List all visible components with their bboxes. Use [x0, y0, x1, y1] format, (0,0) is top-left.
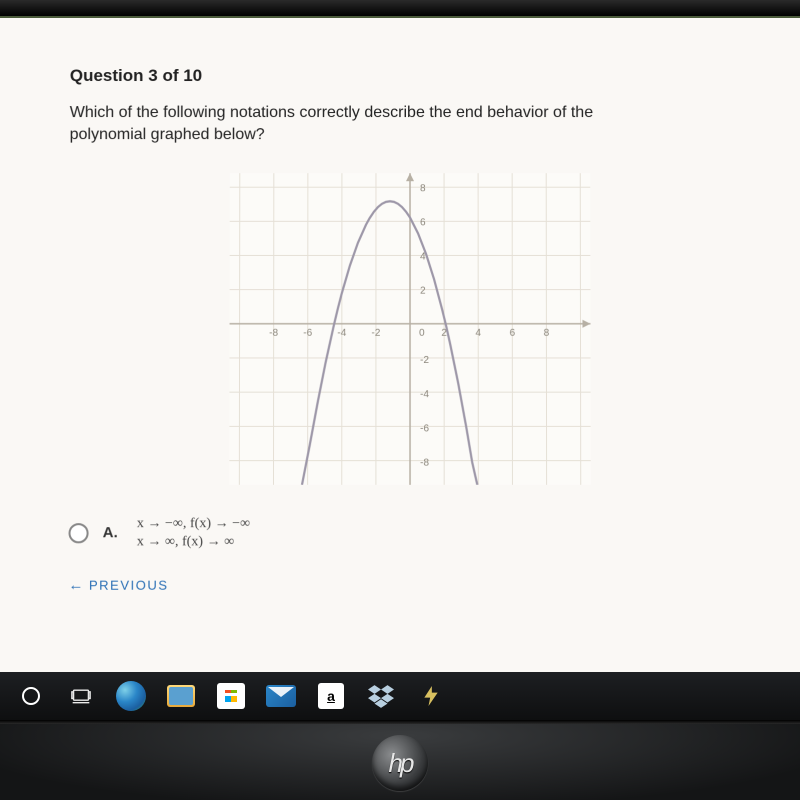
option-a[interactable]: A. x → −∞, f(x) → −∞ x → ∞, f(x) → ∞ [68, 515, 751, 550]
cortana-icon[interactable] [10, 675, 52, 717]
svg-text:8: 8 [420, 183, 426, 194]
question-prompt: Which of the following notations correct… [70, 102, 671, 145]
mail-icon[interactable] [260, 675, 302, 717]
laptop-bezel: hp [0, 720, 800, 800]
browser-viewport: Question 3 of 10 Which of the following … [0, 18, 800, 676]
question-number: Question 3 of 10 [70, 66, 750, 86]
graph-container: -8 -6 -4 -2 0 2 4 6 8 2 4 6 8 [69, 173, 752, 485]
svg-text:-8: -8 [269, 328, 278, 339]
svg-text:-6: -6 [420, 424, 429, 435]
arrow-left-icon: ← [68, 577, 85, 594]
task-view-icon[interactable] [60, 675, 102, 717]
radio-a[interactable] [68, 523, 88, 543]
answer-options: A. x → −∞, f(x) → −∞ x → ∞, f(x) → ∞ [68, 515, 751, 550]
svg-text:0: 0 [419, 328, 425, 339]
edge-browser-icon[interactable] [110, 675, 152, 717]
dropbox-icon[interactable] [360, 675, 402, 717]
file-explorer-icon[interactable] [160, 675, 202, 717]
amazon-icon[interactable]: a [310, 675, 352, 717]
hp-logo-text: hp [389, 748, 412, 779]
svg-text:-4: -4 [337, 328, 346, 339]
polynomial-graph: -8 -6 -4 -2 0 2 4 6 8 2 4 6 8 [229, 173, 590, 485]
option-a-math: x → −∞, f(x) → −∞ x → ∞, f(x) → ∞ [137, 515, 250, 550]
svg-text:-8: -8 [420, 458, 429, 469]
svg-text:6: 6 [420, 218, 426, 229]
previous-label: PREVIOUS [89, 578, 169, 593]
svg-text:-2: -2 [420, 355, 429, 366]
bolt-icon[interactable] [410, 675, 452, 717]
hp-logo: hp [372, 735, 428, 791]
microsoft-store-icon[interactable] [210, 675, 252, 717]
option-a-line1: x → −∞, f(x) → −∞ [137, 515, 250, 533]
svg-text:4: 4 [475, 328, 481, 339]
windows-taskbar[interactable]: a [0, 672, 800, 720]
previous-button[interactable]: ← PREVIOUS [68, 577, 168, 594]
svg-text:2: 2 [420, 286, 426, 297]
quiz-page: Question 3 of 10 Which of the following … [0, 18, 800, 676]
svg-text:6: 6 [510, 328, 516, 339]
svg-text:-6: -6 [303, 328, 312, 339]
option-a-letter: A. [103, 524, 123, 541]
svg-text:-4: -4 [420, 389, 429, 400]
option-a-line2: x → ∞, f(x) → ∞ [137, 533, 250, 551]
svg-text:-2: -2 [371, 328, 380, 339]
svg-text:8: 8 [544, 328, 550, 339]
monitor-top-edge [0, 0, 800, 18]
